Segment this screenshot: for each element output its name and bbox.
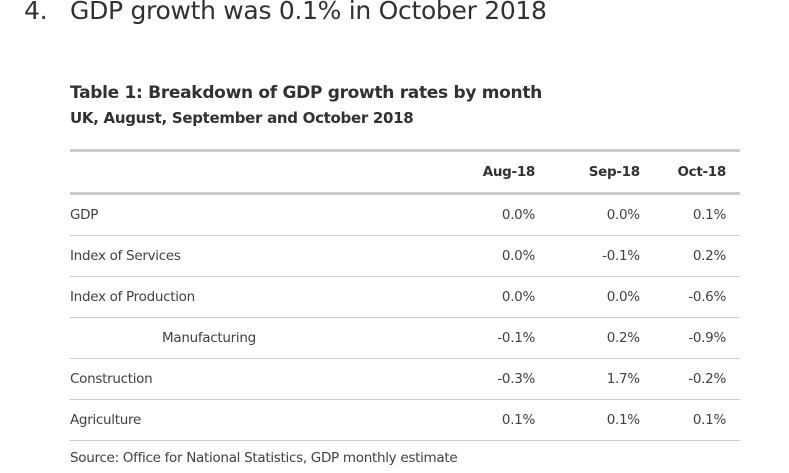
row-label: Manufacturing <box>162 330 256 346</box>
section-title: GDP growth was 0.1% in October 2018 <box>70 0 547 25</box>
column-header-sep: Sep-18 <box>588 164 640 180</box>
section-number: 4. <box>24 0 48 25</box>
table-row: Index of Services 0.0% -0.1% 0.2% <box>70 236 740 277</box>
table-row: Agriculture 0.1% 0.1% 0.1% <box>70 400 740 441</box>
table-header-row: Aug-18 Sep-18 Oct-18 <box>70 150 740 194</box>
column-header-oct: Oct-18 <box>677 164 726 180</box>
row-value: -0.9% <box>688 330 726 346</box>
column-header-aug: Aug-18 <box>482 164 536 180</box>
table-row: GDP 0.0% 0.0% 0.1% <box>70 194 740 236</box>
row-value: 0.0% <box>501 289 536 305</box>
row-value: 0.0% <box>606 207 640 223</box>
row-value: 0.0% <box>501 207 536 223</box>
row-label: Index of Services <box>70 248 181 264</box>
column-header-label <box>70 151 429 194</box>
row-value: 0.1% <box>606 412 640 428</box>
section-heading: 4. GDP growth was 0.1% in October 2018 <box>24 0 547 25</box>
table-row: Index of Production 0.0% 0.0% -0.6% <box>70 277 740 318</box>
row-value: -0.1% <box>602 248 640 264</box>
row-label: Agriculture <box>70 412 141 428</box>
row-value: -0.2% <box>688 371 726 387</box>
row-value: 0.1% <box>501 412 536 428</box>
row-value: 0.0% <box>501 248 536 264</box>
table-subtitle: UK, August, September and October 2018 <box>70 109 414 127</box>
row-value: 0.2% <box>606 330 640 346</box>
source-note: Source: Office for National Statistics, … <box>70 450 458 466</box>
table-title: Table 1: Breakdown of GDP growth rates b… <box>70 83 542 103</box>
row-value: -0.3% <box>497 371 536 387</box>
row-value: 0.1% <box>692 207 726 223</box>
row-label: Construction <box>70 371 153 387</box>
row-value: 0.2% <box>692 248 726 264</box>
table-row: Manufacturing -0.1% 0.2% -0.9% <box>70 318 740 359</box>
row-value: -0.1% <box>497 330 536 346</box>
row-value: 0.0% <box>606 289 640 305</box>
row-value: 0.1% <box>692 412 726 428</box>
table-row: Construction -0.3% 1.7% -0.2% <box>70 359 740 400</box>
row-label: Index of Production <box>70 289 195 305</box>
table-body: GDP 0.0% 0.0% 0.1% Index of Services 0.0% -0.1… <box>70 194 740 441</box>
row-value: -0.6% <box>688 289 726 305</box>
row-value: 1.7% <box>606 371 640 387</box>
row-label: GDP <box>70 207 99 223</box>
gdp-breakdown-table: Aug-18 Sep-18 Oct-18 GDP 0.0% 0.0% 0.1% Inde… <box>70 149 740 441</box>
